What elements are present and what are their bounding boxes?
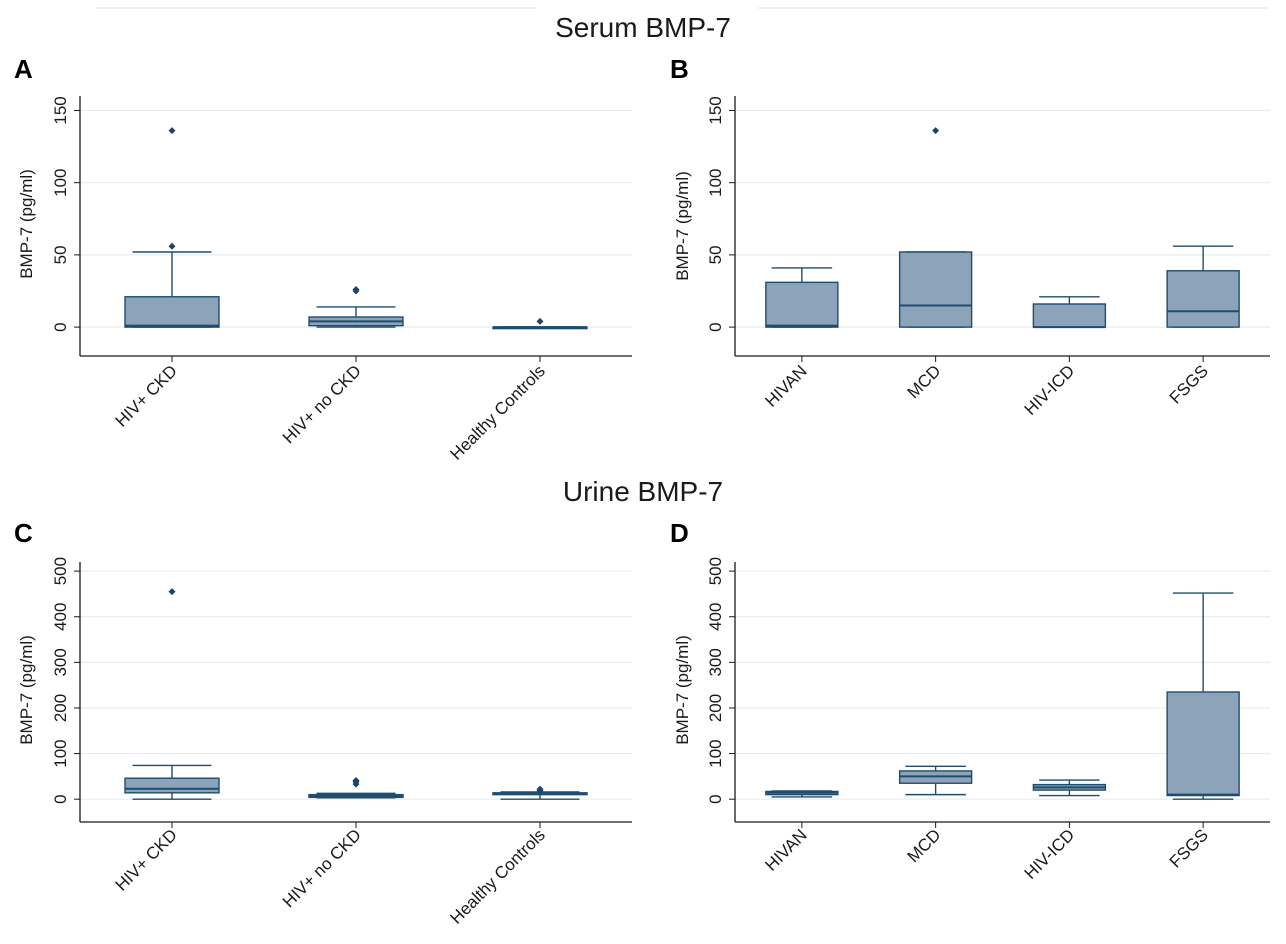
panel-d-category-label: MCD <box>904 825 945 866</box>
panel-c-ytick-label: 300 <box>51 648 70 676</box>
panel-d-y-axis-label: BMP-7 (pg/ml) <box>673 635 692 745</box>
panel-b-category-label: MCD <box>904 361 945 402</box>
panel-d-ytick-label: 100 <box>706 739 725 767</box>
panel-a-outlier <box>536 317 544 325</box>
panel-a-ytick-label: 50 <box>51 245 70 264</box>
panel-d-box <box>1166 691 1240 797</box>
panel-a-box <box>124 296 220 328</box>
urine-section-title: Urine BMP-7 <box>562 476 724 507</box>
panel-b-box <box>1032 303 1107 328</box>
panel-b-plot: 0 50 100 150 BMP-7 (pg/ml) HIVAN MCD HIV-ICD FSG… <box>673 96 1270 419</box>
panel-c-category-label: Healthy Controls <box>447 825 549 927</box>
panel-c-ytick-label: 500 <box>51 557 70 585</box>
panel-a-outlier <box>352 286 360 294</box>
panel-c-box <box>124 777 220 794</box>
panel-b-letter: B <box>670 54 689 84</box>
panel-a-ytick-label: 150 <box>51 96 70 124</box>
panel-b-category-label: FSGS <box>1166 361 1212 407</box>
panel-d-category-label: FSGS <box>1166 825 1212 871</box>
panel-d-ytick-label: 200 <box>706 694 725 722</box>
panel-a-category-label: Healthy Controls <box>447 361 549 463</box>
panel-c-ytick-label: 400 <box>51 603 70 631</box>
panel-c-ytick-label: 0 <box>51 794 70 803</box>
panel-b-box <box>898 251 973 328</box>
serum-section-title: Serum BMP-7 <box>555 12 731 43</box>
panel-d-plot: 0 100 200 300 400 500 BMP-7 (pg/ml) HIVAN MCD HIV… <box>673 557 1270 883</box>
panel-c-category-label: HIV+ CKD <box>112 825 181 894</box>
panel-c-outlier <box>352 776 360 784</box>
panel-c-y-axis-label: BMP-7 (pg/ml) <box>17 635 36 745</box>
panel-d-ytick-label: 0 <box>706 794 725 803</box>
panel-b-ytick-label: 0 <box>706 322 725 331</box>
panel-b-box <box>1166 270 1240 328</box>
panel-a-ytick-label: 100 <box>51 168 70 196</box>
panel-b-outlier <box>932 127 940 135</box>
panel-d-letter: D <box>670 518 689 548</box>
panel-b-category-label: HIV-ICD <box>1021 361 1079 419</box>
panel-c-outlier <box>168 588 176 596</box>
panel-c-letter: C <box>14 518 33 548</box>
panel-c-outlier <box>536 785 544 793</box>
panel-b-box <box>765 281 839 328</box>
panel-a-plot: 0 50 100 150 BMP-7 (pg/ml) HIV+ CKD HIV+ no CK… <box>17 96 632 464</box>
panel-d-ytick-label: 400 <box>706 603 725 631</box>
panel-a-category-label: HIV+ no CKD <box>279 361 365 447</box>
panel-a-y-axis-label: BMP-7 (pg/ml) <box>17 169 36 279</box>
panel-b-ytick-label: 150 <box>706 96 725 124</box>
panel-b-category-label: HIVAN <box>761 361 810 410</box>
panel-b-ytick-label: 100 <box>706 168 725 196</box>
panel-c-plot: 0 100 200 300 400 500 BMP-7 (pg/ml) HIV+ CKD HIV… <box>17 557 632 928</box>
panel-c-category-label: HIV+ no CKD <box>279 825 365 911</box>
panel-a-letter: A <box>14 54 33 84</box>
panel-a-outlier <box>168 242 176 250</box>
panel-d-category-label: HIVAN <box>761 825 810 874</box>
panel-a-category-label: HIV+ CKD <box>112 361 181 430</box>
panel-d-ytick-label: 500 <box>706 557 725 585</box>
panel-b-ytick-label: 50 <box>706 245 725 264</box>
panel-c-ytick-label: 100 <box>51 739 70 767</box>
panel-a-outlier <box>168 127 176 135</box>
panel-d-ytick-label: 300 <box>706 648 725 676</box>
panel-a-ytick-label: 0 <box>51 322 70 331</box>
panel-b-y-axis-label: BMP-7 (pg/ml) <box>673 171 692 281</box>
panel-c-ytick-label: 200 <box>51 694 70 722</box>
panel-d-category-label: HIV-ICD <box>1021 825 1079 883</box>
